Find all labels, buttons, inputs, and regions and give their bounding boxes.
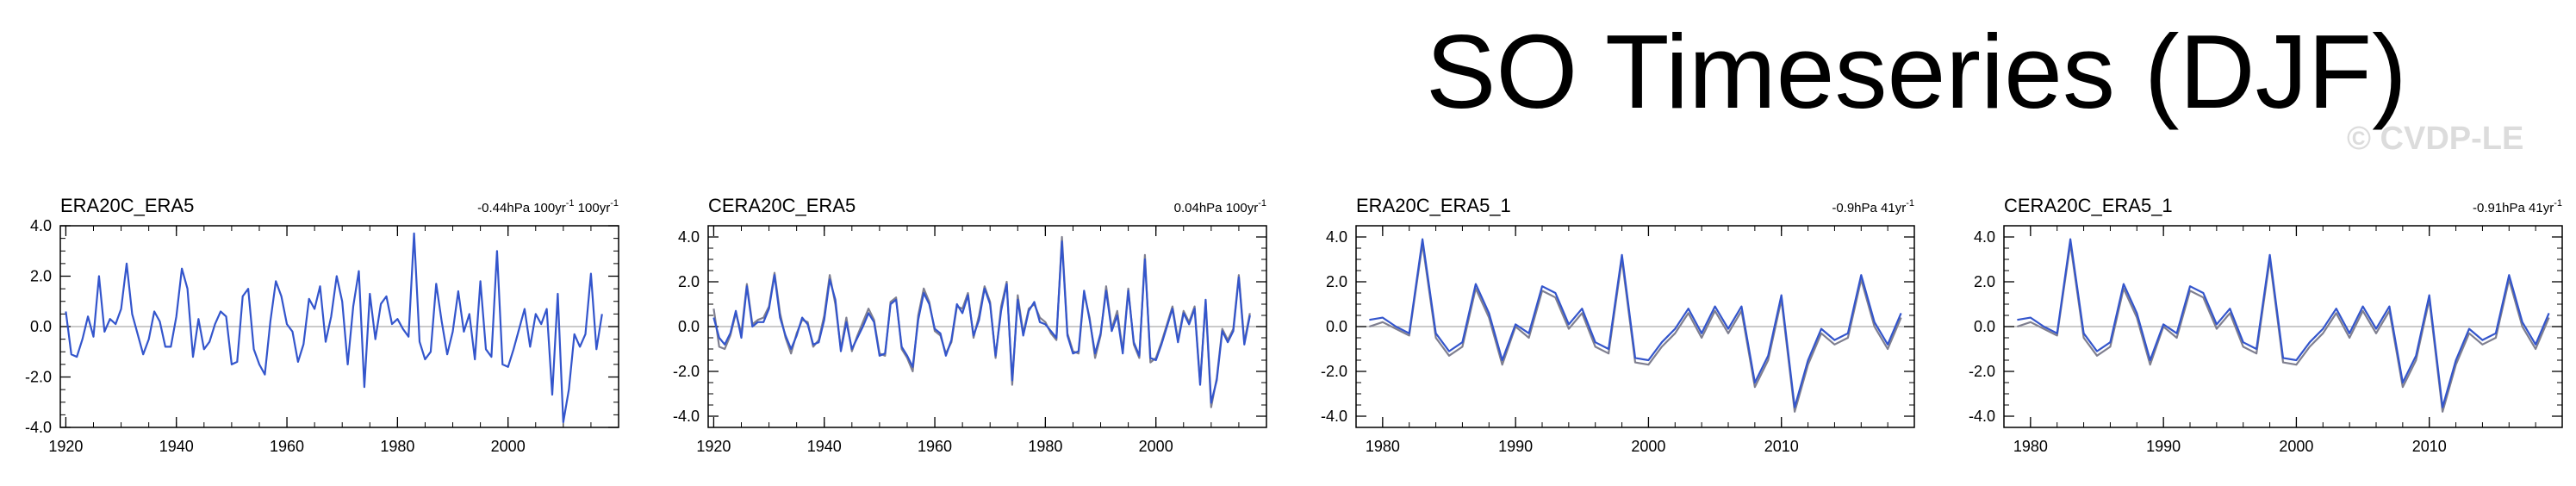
x-tick-label: 1980: [1028, 438, 1062, 455]
y-tick-label: 4.0: [30, 217, 52, 234]
series-line-era5: [712, 240, 1251, 404]
x-tick-label: 2000: [1631, 438, 1665, 455]
x-tick-label: 2000: [2279, 438, 2313, 455]
y-tick-label: 4.0: [1326, 228, 1347, 246]
y-tick-label: -4.0: [25, 419, 52, 436]
series-line-era20c: [1369, 242, 1902, 413]
y-tick-label: 0.0: [678, 318, 700, 335]
x-tick-label: 1980: [1366, 438, 1400, 455]
x-tick-label: 1920: [696, 438, 731, 455]
panel-1: ERA20C_ERA5 -0.44hPa 100yr-1 100yr-1 -4.0 -…: [25, 195, 619, 455]
series-line-cera20c: [2017, 242, 2550, 413]
x-tick-label: 2000: [491, 438, 526, 455]
x-tick-label: 2000: [1139, 438, 1173, 455]
main-title: SO Timeseries (DJF): [1426, 13, 2407, 130]
panel-trend: 0.04hPa 100yr-1: [1174, 198, 1266, 215]
y-tick-label: 0.0: [1326, 318, 1347, 335]
panel-4: CERA20C_ERA5_1 -0.91hPa 41yr-1 -4.0 -2.0 0.0…: [1969, 195, 2563, 455]
panel-3: ERA20C_ERA5_1 -0.9hPa 41yr-1 -4.0 -2.0 0.0 2.…: [1321, 195, 1915, 455]
y-tick-label: -4.0: [1321, 408, 1347, 425]
panel-title: CERA20C_ERA5_1: [2004, 195, 2173, 216]
y-tick-label: 0.0: [1974, 318, 1995, 335]
x-tick-label: 1920: [48, 438, 83, 455]
panel-title: ERA20C_ERA5: [60, 195, 194, 216]
y-tick-label: 2.0: [1974, 273, 1995, 290]
panel-trend: -0.44hPa 100yr-1 100yr-1: [477, 198, 619, 215]
y-tick-label: -4.0: [1969, 408, 1995, 425]
panel-trend: -0.91hPa 41yr-1: [2473, 198, 2562, 215]
y-tick-label: 0.0: [30, 318, 52, 335]
x-tick-label: 1980: [2013, 438, 2048, 455]
series-line-era5: [2017, 238, 2550, 408]
x-tick-label: 1940: [807, 438, 842, 455]
y-tick-label: -2.0: [1969, 363, 1995, 380]
x-tick-label: 1980: [380, 438, 414, 455]
y-tick-label: 4.0: [1974, 228, 1995, 246]
y-tick-label: 4.0: [678, 228, 700, 246]
x-tick-label: 1990: [1498, 438, 1533, 455]
x-tick-label: 1940: [159, 438, 194, 455]
y-tick-label: 2.0: [1326, 273, 1347, 290]
panel-trend: -0.9hPa 41yr-1: [1832, 198, 1914, 215]
series-line-era20c: [65, 232, 603, 424]
watermark: © CVDP-LE: [2347, 121, 2524, 157]
y-tick-label: -4.0: [673, 408, 700, 425]
x-tick-label: 1960: [270, 438, 304, 455]
series-line-cera20c: [712, 235, 1251, 408]
y-tick-label: 2.0: [30, 268, 52, 285]
x-tick-label: 2010: [1764, 438, 1799, 455]
y-tick-label: -2.0: [25, 369, 52, 386]
x-tick-label: 1960: [918, 438, 952, 455]
panel-title: CERA20C_ERA5: [708, 195, 856, 216]
y-tick-label: -2.0: [673, 363, 700, 380]
x-tick-label: 1990: [2146, 438, 2181, 455]
y-tick-label: 2.0: [678, 273, 700, 290]
x-tick-label: 2010: [2412, 438, 2447, 455]
series-line-era5: [1369, 238, 1902, 408]
panel-title: ERA20C_ERA5_1: [1356, 195, 1511, 216]
y-tick-label: -2.0: [1321, 363, 1347, 380]
panel-2: CERA20C_ERA5 0.04hPa 100yr-1 -4.0 -2.0 0.0 2.…: [673, 195, 1267, 455]
